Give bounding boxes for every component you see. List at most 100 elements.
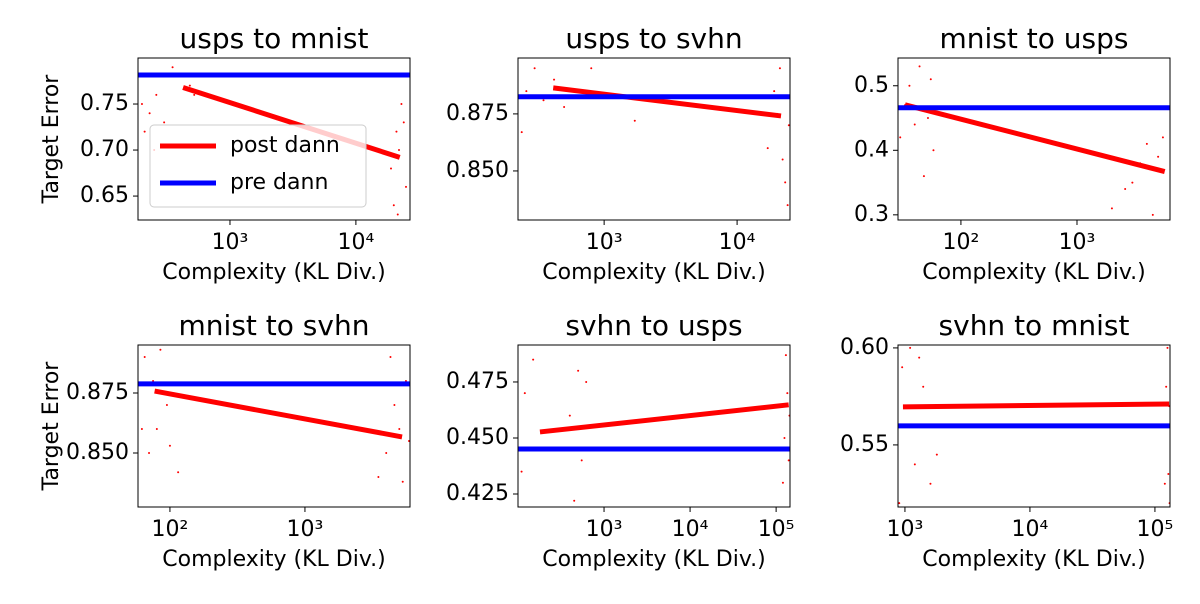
axes-frame [517,344,791,508]
series-line [904,102,1166,175]
legend-label: pre dann [230,170,328,195]
scatter-point [396,213,399,216]
scatter-point [392,204,395,207]
subplot-title: svhn to usps [565,309,742,342]
scatter-point [781,158,784,161]
x-tick-label: 10⁵ [1137,517,1174,542]
scatter-point [1167,473,1170,476]
scatter-point [580,459,583,462]
axes-frame [137,344,411,508]
scatter-point [385,452,388,454]
x-tick-label: 10⁴ [719,230,756,255]
scatter-point [389,356,392,358]
subplot-title: svhn to mnist [939,309,1130,342]
subplot: 10³ 10⁴ 0.850 0.875 usps to svhn Complexity (… [446,22,791,285]
scatter-point [766,147,769,150]
x-tick-label: 10² [943,230,980,255]
scatter-point [573,499,576,502]
legend-label: post dann [230,133,340,158]
axes-frame [897,344,1171,508]
scatter-point [1166,346,1169,349]
scatter-point [520,470,523,473]
axes-frame [137,57,411,221]
y-tick-label: 0.3 [854,202,889,227]
axes-frame [517,57,791,221]
y-tick-label: 0.65 [80,183,129,208]
scatter-point [922,385,925,388]
subplot-title: mnist to svhn [179,309,370,342]
y-tick-label: 0.425 [446,481,509,506]
scatter-point [913,123,916,126]
legend: post dann pre dann [149,124,367,208]
scatter-point [908,84,911,87]
scatter-point [926,117,929,120]
scatter-point [395,130,398,133]
subplot: 10³ 10⁴ 0.65 0.70 0.75 usps to mnist Complexit… [39,22,411,285]
scatter-point [778,67,781,70]
scatter-point [523,392,526,395]
scatter-point [585,380,588,383]
scatter-point [1145,142,1148,145]
x-axis-label: Complexity (KL Div.) [542,260,765,285]
scatter-point [898,502,901,505]
scatter-point [787,459,790,462]
plot-area [898,65,1170,216]
scatter-point [633,119,636,122]
scatter-point [901,366,904,369]
scatter-point [1124,188,1127,191]
scatter-point [163,121,166,124]
scatter-point [400,103,403,106]
scatter-point [140,103,143,106]
scatter-point [590,67,593,70]
subplot: 10³ 10⁴ 10⁵ 0.55 0.60 svhn to mnist Complexity… [840,309,1173,572]
scatter-point [935,453,938,456]
y-tick-label: 0.55 [840,432,889,457]
scatter-point [520,131,523,134]
scatter-point [932,149,935,152]
subplot-title: usps to svhn [565,22,742,55]
scatter-point [1151,213,1154,216]
scatter-point [786,204,789,207]
scatter-point [918,356,921,359]
scatter-point [784,354,787,357]
x-tick-label: 10³ [887,517,924,542]
y-tick-label: 0.875 [66,380,129,405]
x-tick-label: 10³ [586,517,623,542]
y-tick-label: 0.70 [80,137,129,162]
scatter-point [784,181,787,184]
scatter-point [143,356,146,358]
scatter-point [402,121,405,124]
scatter-point [389,167,392,170]
x-axis-label: Complexity (KL Div.) [922,260,1145,285]
y-tick-label: 0.475 [446,369,509,394]
scatter-point [542,99,545,102]
subplot: 10³ 10⁴ 10⁵ 0.425 0.450 0.475 svhn to usps Comp… [446,309,795,572]
scatter-point [577,369,580,372]
x-axis-label: Complexity (KL Div.) [162,260,385,285]
series-line [154,388,403,440]
plot-area [898,346,1170,505]
scatter-point [553,78,556,81]
x-tick-label: 10³ [1059,230,1096,255]
scatter-point [922,175,925,178]
subplot-title: usps to mnist [180,22,369,55]
y-tick-label: 0.875 [446,101,509,126]
plot-area [518,67,790,207]
scatter-point [787,124,790,127]
scatter-point [193,93,196,96]
y-tick-label: 0.850 [446,158,509,183]
plot-area [518,354,790,502]
scatter-point [168,444,171,447]
scatter-point [177,471,180,474]
scatter-point [393,404,396,406]
scatter-point [401,480,404,483]
scatter-point [140,428,143,430]
x-axis-label: Complexity (KL Div.) [162,547,385,572]
scatter-point [909,346,912,349]
scatter-point [143,130,146,133]
x-tick-label: 10³ [287,517,324,542]
scatter-point [1161,136,1164,139]
x-tick-label: 10⁴ [1012,517,1049,542]
scatter-point [165,404,168,406]
